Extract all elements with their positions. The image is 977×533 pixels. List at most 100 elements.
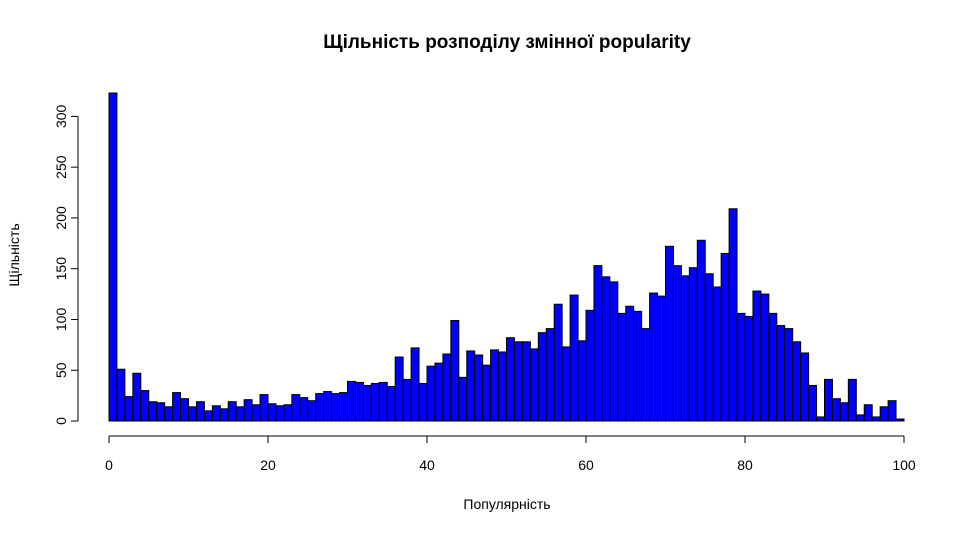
histogram-bar: [506, 337, 515, 422]
x-axis: 0 20 40 60 80 100: [105, 435, 916, 473]
histogram-bar: [339, 392, 348, 422]
histogram-bar: [665, 245, 674, 422]
histogram-bar: [831, 398, 841, 422]
y-tick-label: 0: [53, 417, 69, 425]
x-tick-label: 40: [419, 457, 435, 473]
histogram-bar: [188, 406, 197, 422]
histogram-bar: [195, 401, 205, 422]
histogram-bar: [458, 376, 468, 422]
histogram-bar: [871, 416, 881, 422]
histogram-bar: [863, 404, 873, 422]
histogram-bar: [760, 293, 770, 422]
histogram-bar: [561, 346, 571, 422]
y-tick-label: 50: [53, 362, 69, 378]
bars-group: [108, 92, 905, 422]
histogram-bar: [251, 404, 261, 422]
histogram-bar: [617, 312, 627, 422]
histogram-bar: [267, 403, 277, 422]
histogram-bar: [593, 265, 603, 422]
y-tick-label: 300: [53, 104, 69, 128]
histogram-bar: [887, 400, 897, 422]
histogram-bar: [275, 405, 285, 422]
histogram-bar: [808, 384, 818, 422]
histogram-bar: [672, 265, 682, 422]
histogram-bar: [537, 332, 547, 422]
histogram-bar: [768, 312, 778, 422]
histogram-bar: [601, 276, 611, 422]
histogram-bar: [839, 402, 849, 422]
histogram-bar: [800, 352, 810, 422]
histogram-bar: [712, 286, 722, 422]
histogram-bar: [124, 396, 134, 422]
histogram-bar: [498, 351, 507, 422]
x-tick-label: 0: [105, 457, 113, 473]
histogram-bar: [641, 328, 651, 422]
histogram-bar: [108, 92, 118, 422]
histogram-bar: [283, 404, 293, 422]
histogram-bar: [116, 368, 126, 422]
x-tick-label: 100: [892, 457, 916, 473]
histogram-bar: [466, 350, 476, 422]
histogram-bar: [211, 405, 221, 422]
histogram-bar: [490, 349, 500, 422]
histogram-bar: [720, 252, 730, 422]
histogram-bar: [625, 305, 635, 422]
histogram-bar: [354, 381, 364, 422]
histogram-bar: [728, 208, 738, 422]
histogram-bar: [474, 354, 484, 422]
histogram-bar: [203, 410, 213, 422]
histogram-bar: [792, 341, 802, 422]
histogram-bar: [529, 348, 539, 422]
y-tick-label: 200: [53, 206, 69, 230]
histogram-bar: [307, 400, 317, 422]
histogram-bar: [243, 399, 253, 422]
histogram-bar: [521, 341, 531, 422]
histogram-bar: [172, 392, 182, 422]
y-axis-label: Щільність: [6, 223, 22, 286]
histogram-bar: [855, 414, 865, 422]
histogram-bar: [370, 382, 380, 422]
histogram-bar: [879, 406, 889, 422]
histogram-bar: [132, 372, 142, 422]
histogram-bar: [482, 364, 492, 422]
histogram-bar: [291, 394, 301, 422]
histogram-bar: [450, 319, 460, 422]
histogram-bar: [649, 292, 659, 422]
histogram-bar: [394, 356, 404, 422]
histogram-bar: [259, 394, 269, 422]
histogram-bar: [418, 382, 428, 422]
histogram-bar: [545, 328, 555, 422]
histogram-bar: [680, 275, 690, 422]
histogram-bar: [847, 378, 857, 422]
histogram-bar: [513, 341, 523, 422]
histogram-bar: [180, 398, 190, 422]
histogram-bar: [219, 408, 229, 422]
histogram-bar: [816, 416, 825, 422]
histogram-bar: [784, 328, 794, 422]
histogram-bar: [688, 267, 698, 422]
histogram-bar: [577, 340, 587, 422]
histogram-bar: [331, 393, 341, 422]
histogram-bar: [895, 418, 905, 422]
histogram-bar: [227, 401, 237, 422]
y-tick-label: 250: [53, 155, 69, 179]
histogram-bar: [633, 310, 643, 422]
histogram-bar: [426, 365, 436, 422]
histogram-bar: [378, 381, 388, 422]
x-tick-label: 60: [578, 457, 594, 473]
histogram-bar: [657, 295, 666, 422]
x-tick-label: 80: [737, 457, 753, 473]
histogram-bar: [824, 378, 833, 422]
histogram-bar: [156, 402, 166, 422]
histogram-bar: [140, 390, 150, 422]
histogram-bar: [362, 384, 372, 422]
histogram-bar: [164, 406, 174, 422]
x-tick-label: 20: [260, 457, 276, 473]
x-axis-label: Популярність: [463, 496, 550, 512]
histogram-bar: [736, 312, 746, 422]
y-tick-label: 100: [53, 308, 69, 332]
histogram-bar: [402, 378, 412, 422]
histogram-bar: [347, 380, 356, 422]
histogram-bar: [299, 397, 309, 422]
